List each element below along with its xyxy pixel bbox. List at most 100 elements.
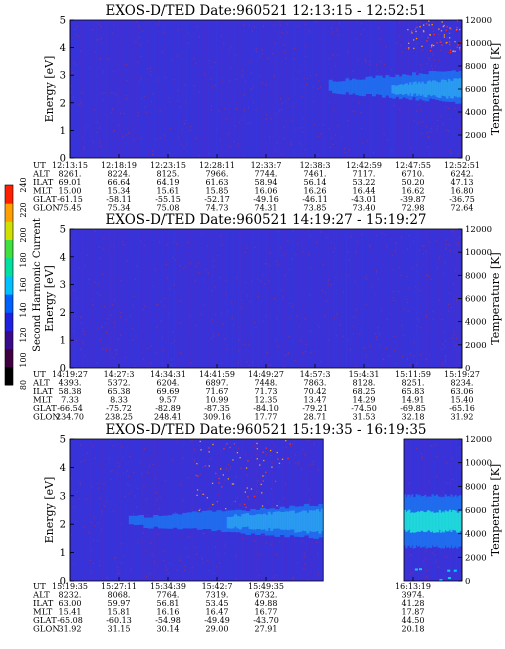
noise-dot bbox=[261, 49, 263, 51]
noise-dot bbox=[120, 316, 121, 318]
noise-dot bbox=[122, 136, 124, 138]
noise-dot bbox=[415, 286, 417, 288]
noise-dot bbox=[349, 450, 351, 452]
noise-dot bbox=[246, 361, 248, 363]
noise-dot bbox=[123, 554, 125, 557]
texture-streak bbox=[266, 229, 267, 368]
plasma-band bbox=[355, 79, 360, 96]
noise-dot bbox=[241, 74, 243, 77]
noise-dot bbox=[80, 461, 82, 463]
noise-dot bbox=[329, 527, 331, 530]
texture-streak bbox=[226, 20, 227, 158]
texture-streak bbox=[80, 229, 81, 368]
colorbar-swatch bbox=[5, 221, 13, 241]
texture-streak bbox=[122, 20, 123, 158]
noise-dot bbox=[425, 250, 427, 252]
sparkle bbox=[260, 483, 262, 486]
panel-title: EXOS-D/TED Date:960521 12:13:15 - 12:52:… bbox=[105, 3, 426, 19]
texture-streak bbox=[312, 229, 313, 368]
texture-streak bbox=[292, 229, 293, 368]
texture-streak bbox=[228, 439, 229, 581]
sparkle bbox=[416, 26, 418, 28]
sparkle bbox=[449, 37, 451, 39]
noise-dot bbox=[97, 327, 99, 329]
sparkle bbox=[259, 464, 261, 466]
texture-streak bbox=[94, 229, 95, 368]
texture-streak bbox=[172, 20, 173, 158]
noise-dot bbox=[249, 24, 250, 26]
texture-streak bbox=[380, 229, 381, 368]
noise-dot bbox=[210, 78, 212, 80]
noise-dot bbox=[342, 291, 344, 293]
table-cell: 15.81 bbox=[108, 608, 131, 617]
noise-dot bbox=[308, 29, 310, 31]
plasma-core bbox=[289, 510, 293, 530]
texture-streak bbox=[276, 229, 277, 368]
noise-dot bbox=[269, 535, 271, 537]
table-cell: -49.49 bbox=[204, 616, 230, 625]
plasma-core bbox=[456, 512, 459, 533]
noise-dot bbox=[257, 278, 259, 280]
texture-streak bbox=[254, 229, 255, 368]
sparkle bbox=[448, 41, 451, 43]
texture-streak bbox=[330, 229, 331, 368]
noise-dot bbox=[99, 497, 101, 499]
noise-dot bbox=[438, 258, 440, 260]
noise-dot bbox=[162, 349, 164, 351]
noise-dot bbox=[194, 450, 196, 452]
noise-dot bbox=[236, 108, 237, 110]
noise-dot bbox=[344, 559, 346, 561]
noise-dot bbox=[265, 454, 267, 456]
texture-streak bbox=[132, 20, 133, 158]
plasma-core bbox=[415, 512, 418, 532]
noise-dot bbox=[452, 571, 454, 573]
noise-dot bbox=[162, 362, 164, 364]
table-cell: 70.42 bbox=[304, 387, 327, 396]
table-cell: 12:38:3 bbox=[300, 161, 331, 170]
sparkle bbox=[197, 475, 199, 477]
noise-dot bbox=[317, 20, 319, 22]
noise-dot bbox=[137, 487, 139, 489]
noise-dot bbox=[229, 47, 231, 49]
noise-dot bbox=[400, 473, 402, 475]
texture-streak bbox=[420, 229, 421, 368]
noise-dot bbox=[436, 455, 438, 458]
noise-dot bbox=[261, 360, 263, 362]
noise-dot bbox=[189, 262, 191, 264]
table-cell: -58.11 bbox=[106, 195, 132, 204]
noise-dot bbox=[274, 149, 276, 151]
texture-streak bbox=[200, 20, 201, 158]
table-cell: 14.29 bbox=[353, 396, 376, 405]
sparkle bbox=[408, 42, 410, 44]
sparkle bbox=[440, 30, 443, 32]
noise-dot bbox=[406, 276, 408, 278]
noise-dot bbox=[82, 330, 84, 332]
sparkle bbox=[455, 29, 458, 31]
noise-dot bbox=[450, 152, 452, 154]
texture-streak bbox=[214, 439, 215, 581]
table-cell: 234.70 bbox=[56, 413, 84, 422]
texture-streak bbox=[218, 20, 219, 158]
plasma-core bbox=[226, 516, 230, 529]
noise-dot bbox=[416, 71, 418, 73]
noise-dot bbox=[334, 247, 336, 249]
plasma-band bbox=[182, 512, 188, 529]
noise-dot bbox=[400, 75, 402, 77]
texture-streak bbox=[222, 229, 223, 368]
noise-dot bbox=[121, 543, 123, 545]
table-cell: 15:27:11 bbox=[101, 582, 137, 591]
plasma-core bbox=[414, 81, 417, 94]
sparkle bbox=[212, 503, 214, 506]
texture-streak bbox=[88, 439, 89, 581]
noise-dot bbox=[144, 106, 146, 108]
noise-dot bbox=[241, 307, 243, 309]
noise-dot bbox=[154, 560, 155, 562]
noise-dot bbox=[204, 73, 206, 75]
plasma-core bbox=[396, 85, 400, 95]
noise-dot bbox=[113, 357, 115, 359]
noise-dot bbox=[138, 36, 140, 39]
texture-streak bbox=[310, 20, 311, 158]
noise-dot bbox=[324, 291, 326, 293]
table-cell: 12:18:19 bbox=[101, 161, 137, 170]
